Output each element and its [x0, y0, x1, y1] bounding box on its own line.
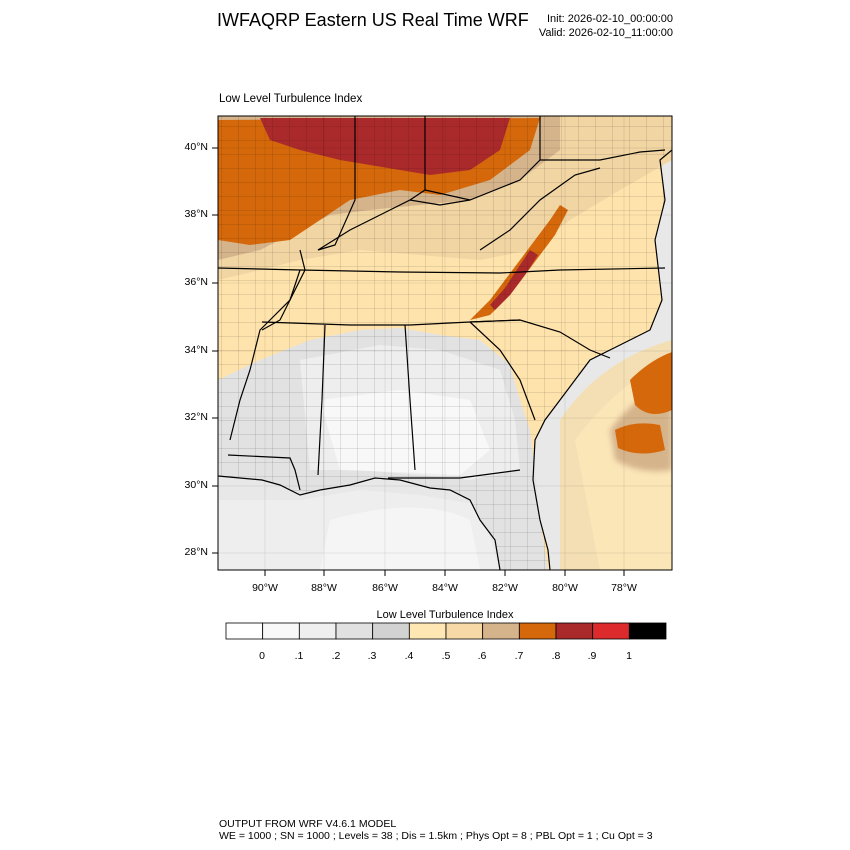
ga-sc-line: [469, 321, 536, 421]
mississippi-river: [261, 249, 306, 331]
atlantic-orange-2: [615, 423, 665, 454]
colorbar-swatch: [335, 622, 374, 640]
colorbar-swatch: [408, 622, 447, 640]
colorbar-swatch: [555, 622, 594, 640]
colorbar-swatch: [225, 622, 264, 640]
lon-label: 90°W: [252, 582, 278, 594]
init-time: Init: 2026-02-10_00:00:00: [547, 13, 673, 25]
map-field: [218, 116, 672, 570]
colorbar-label: .8: [551, 650, 561, 662]
ms-al-line: [317, 324, 326, 476]
colorbar-title: Low Level Turbulence Index: [376, 609, 514, 621]
ohio-river: [317, 199, 471, 251]
county-lines: [218, 116, 672, 570]
atlantic-coast: [532, 149, 672, 570]
ky-tn-line: [218, 267, 666, 274]
plot-subtitle: Low Level Turbulence Index: [219, 93, 363, 105]
gulf-lighter: [320, 507, 480, 570]
graticule: [218, 116, 672, 570]
valid-time: Valid: 2026-02-10_11:00:00: [538, 27, 673, 39]
colorbar-label: 1: [626, 650, 632, 662]
lat-label: 40°N: [184, 141, 208, 153]
colorbar-swatch: [518, 622, 557, 640]
main-title: IWFAQRP Eastern US Real Time WRF: [217, 10, 529, 30]
colorbar-swatch: [445, 622, 484, 640]
colorbar-label: .6: [477, 650, 487, 662]
lon-label: 78°W: [611, 582, 637, 594]
colorbar-swatch: [372, 622, 410, 640]
footer-config: WE = 1000 ; SN = 1000 ; Levels = 38 ; Di…: [219, 830, 653, 842]
lat-label: 36°N: [184, 276, 208, 288]
colorbar-label: .5: [441, 650, 451, 662]
footer-model: OUTPUT FROM WRF V4.6.1 MODEL: [219, 818, 397, 830]
lon-label: 80°W: [552, 582, 578, 594]
colorbar-swatch: [628, 622, 667, 640]
colorbar-swatch: [592, 622, 630, 640]
il-in-line: [317, 116, 356, 251]
colorbar-label: .4: [404, 650, 414, 662]
wv-va-line: [479, 167, 601, 251]
colorbar: [225, 622, 667, 640]
colorbar-label: .7: [514, 650, 524, 662]
lat-label: 30°N: [184, 479, 208, 491]
axis-ticks: [212, 147, 625, 576]
colorbar-swatch: [482, 622, 520, 640]
colorbar-label: .1: [294, 650, 304, 662]
colorbar-label: .2: [331, 650, 341, 662]
colorbar-swatch: [298, 622, 337, 640]
lon-label: 86°W: [372, 582, 398, 594]
al-ga-line: [404, 324, 416, 471]
la-ms-line: [227, 454, 301, 491]
state-boundaries: [218, 116, 672, 570]
lon-label: 84°W: [432, 582, 458, 594]
colorbar-swatch: [262, 622, 300, 640]
va-md-line: [540, 149, 666, 161]
lat-label: 32°N: [184, 411, 208, 423]
ga-fl-line: [388, 469, 521, 479]
colorbar-label: .3: [367, 650, 377, 662]
colorbar-label: .9: [587, 650, 597, 662]
atlantic-orange: [630, 352, 672, 414]
lat-label: 38°N: [184, 208, 208, 220]
lon-label: 82°W: [492, 582, 518, 594]
gulf-coast: [218, 475, 501, 570]
oh-wv-line: [424, 116, 541, 201]
lat-label: 34°N: [184, 344, 208, 356]
lon-label: 88°W: [311, 582, 337, 594]
lat-label: 28°N: [184, 546, 208, 558]
ar-ms-line: [229, 269, 301, 441]
colorbar-label: 0: [259, 650, 265, 662]
nc-sc-line: [469, 319, 611, 359]
